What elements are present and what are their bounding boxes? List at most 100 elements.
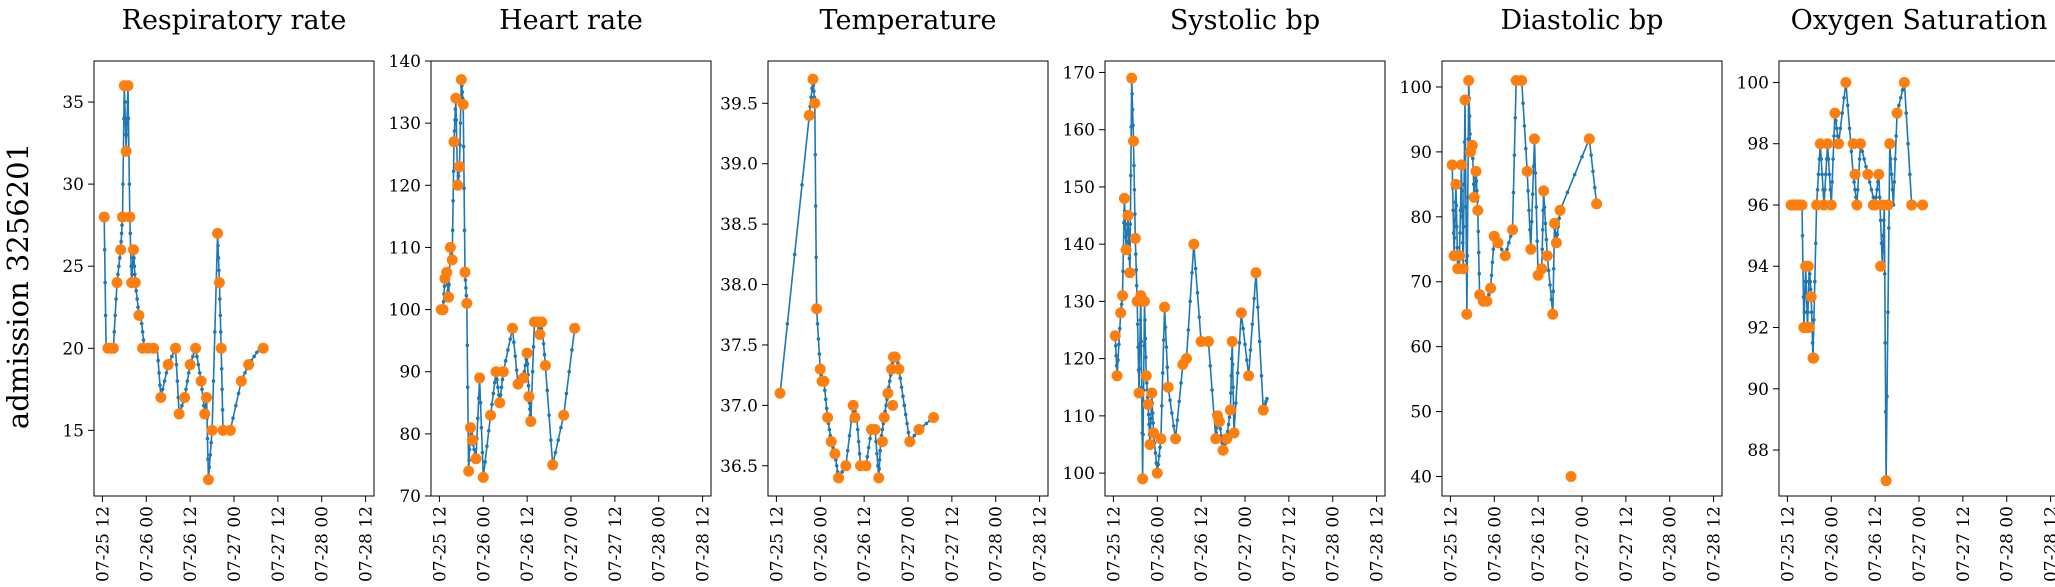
series-point bbox=[478, 400, 483, 405]
series-point bbox=[1834, 126, 1839, 131]
y-tick-label: 170 bbox=[1063, 63, 1095, 83]
series-point bbox=[134, 289, 139, 293]
data-marker bbox=[1115, 307, 1127, 319]
series-point bbox=[1809, 310, 1814, 314]
series-point bbox=[1551, 289, 1556, 294]
series-point bbox=[528, 407, 532, 411]
series-point bbox=[1226, 422, 1231, 427]
series-point bbox=[117, 264, 121, 268]
x-tick-label: 07-25 12 bbox=[1104, 506, 1124, 582]
series-point bbox=[1160, 371, 1165, 375]
series-point bbox=[1540, 228, 1545, 232]
x-tick-label: 07-28 12 bbox=[1705, 506, 1725, 582]
data-marker bbox=[1470, 165, 1482, 177]
series-point bbox=[103, 313, 108, 318]
series-point bbox=[467, 447, 472, 452]
series-point bbox=[184, 387, 188, 392]
series-point bbox=[1882, 218, 1886, 223]
series-point bbox=[1193, 266, 1198, 271]
series-point bbox=[1849, 149, 1854, 154]
series-point bbox=[124, 133, 129, 137]
series-point bbox=[196, 362, 201, 367]
series-point bbox=[1533, 171, 1538, 175]
data-marker bbox=[1454, 250, 1466, 262]
data-marker bbox=[148, 342, 160, 354]
series-point bbox=[1142, 343, 1146, 348]
series-point bbox=[1835, 134, 1840, 138]
series-point bbox=[1245, 358, 1249, 362]
data-marker bbox=[444, 241, 456, 253]
series-point bbox=[119, 231, 124, 236]
series-point bbox=[810, 86, 814, 90]
series-point bbox=[1175, 418, 1180, 422]
data-marker bbox=[1459, 94, 1471, 106]
x-tick-label: 07-27 12 bbox=[1280, 506, 1300, 582]
series-point bbox=[1852, 180, 1856, 184]
series-point bbox=[1473, 182, 1477, 187]
series-point bbox=[461, 144, 466, 149]
series-point bbox=[877, 457, 882, 462]
data-marker bbox=[1528, 133, 1540, 145]
series-point bbox=[1526, 189, 1530, 193]
series-point bbox=[133, 272, 137, 277]
series-point bbox=[1883, 409, 1888, 414]
y-tick-label: 130 bbox=[1063, 292, 1095, 312]
series-point bbox=[236, 391, 241, 396]
y-tick-label: 30 bbox=[62, 175, 84, 195]
data-marker bbox=[1457, 263, 1469, 275]
data-marker bbox=[485, 409, 497, 421]
data-marker bbox=[1472, 204, 1484, 216]
series-point bbox=[1131, 123, 1135, 128]
x-tick-label: 07-26 00 bbox=[137, 506, 157, 582]
series-point bbox=[158, 383, 162, 387]
y-tick-label: 120 bbox=[389, 176, 421, 196]
series-point bbox=[1125, 222, 1130, 226]
data-marker bbox=[1873, 168, 1885, 180]
series-point bbox=[1164, 345, 1169, 349]
panel-title: Oxygen Saturation bbox=[1791, 5, 2048, 36]
data-marker bbox=[1128, 135, 1140, 147]
x-tick-label: 07-27 00 bbox=[1910, 506, 1930, 582]
data-marker bbox=[1188, 238, 1200, 250]
series-point bbox=[480, 450, 485, 455]
series-point bbox=[1136, 345, 1140, 349]
series-point bbox=[1133, 212, 1137, 216]
x-tick-label: 07-28 12 bbox=[694, 506, 714, 582]
data-marker bbox=[1142, 398, 1154, 410]
series-point bbox=[117, 256, 122, 260]
series-point bbox=[132, 256, 136, 260]
series-point bbox=[1534, 205, 1539, 209]
series-point bbox=[1464, 258, 1469, 263]
series-point bbox=[1832, 134, 1836, 138]
data-marker bbox=[1829, 107, 1841, 119]
y-tick-label: 90 bbox=[1747, 380, 1769, 400]
y-tick-label: 100 bbox=[1063, 464, 1095, 484]
series-point bbox=[1521, 101, 1525, 106]
series-point bbox=[462, 228, 467, 233]
series-point bbox=[1150, 411, 1155, 415]
axes-frame bbox=[1778, 60, 2055, 497]
data-marker bbox=[1808, 352, 1820, 364]
series-point bbox=[1453, 218, 1457, 222]
series-point bbox=[1116, 358, 1120, 362]
series-point bbox=[464, 286, 468, 290]
series-point bbox=[197, 371, 202, 375]
series-point bbox=[1878, 218, 1883, 223]
series-point bbox=[122, 100, 127, 104]
data-marker bbox=[466, 434, 478, 446]
series-point bbox=[1867, 180, 1872, 184]
series-point bbox=[1885, 394, 1889, 399]
series-point bbox=[1900, 88, 1905, 92]
series-point bbox=[1138, 318, 1143, 322]
data-marker bbox=[558, 409, 570, 421]
series-point bbox=[1143, 318, 1147, 322]
data-marker bbox=[1550, 237, 1562, 249]
series-point bbox=[1886, 310, 1890, 314]
series-point bbox=[496, 385, 500, 390]
x-tick-label: 07-27 12 bbox=[606, 506, 626, 582]
series-point bbox=[162, 379, 167, 383]
series-point bbox=[1177, 399, 1181, 404]
series-point bbox=[135, 297, 139, 301]
series-point bbox=[1904, 111, 1909, 115]
series-point bbox=[1860, 149, 1865, 154]
